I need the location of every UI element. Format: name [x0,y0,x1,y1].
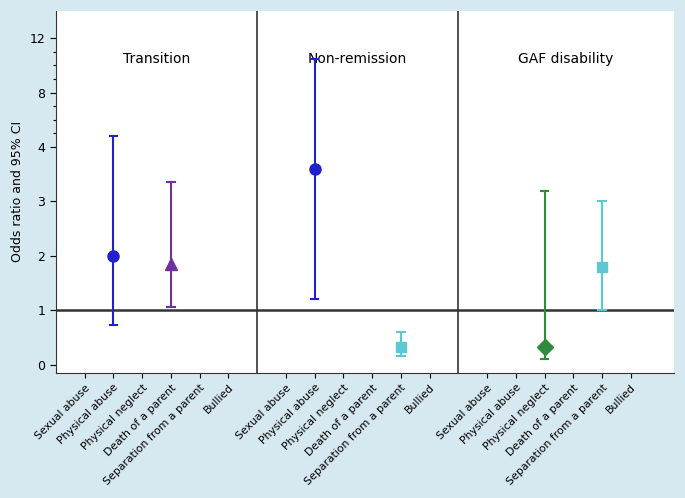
Text: Transition: Transition [123,52,190,66]
Text: GAF disability: GAF disability [519,52,614,66]
Y-axis label: Odds ratio and 95% CI: Odds ratio and 95% CI [11,122,24,262]
Text: Non-remission: Non-remission [308,52,408,66]
